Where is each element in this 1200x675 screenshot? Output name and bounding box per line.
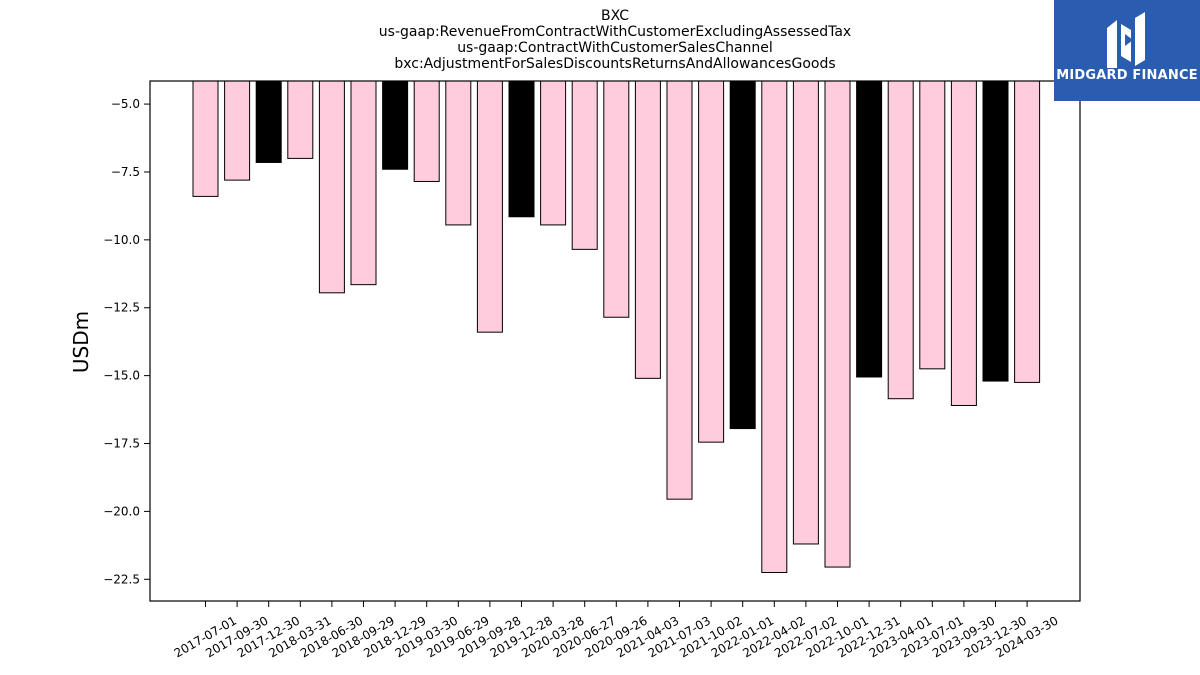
bar xyxy=(508,80,535,218)
chart-title-line: BXC xyxy=(601,8,629,24)
logo-text: MIDGARD FINANCE xyxy=(1056,68,1198,83)
y-tick-label: −10.0 xyxy=(103,233,140,247)
bar xyxy=(382,80,409,170)
chart-title-line: us-gaap:RevenueFromContractWithCustomerE… xyxy=(379,24,851,40)
midgard-finance-logo: MIDGARD FINANCE xyxy=(1054,0,1200,101)
bar xyxy=(445,80,472,226)
y-tick-label: −17.5 xyxy=(103,437,140,451)
midgard-monogram-icon xyxy=(1107,12,1145,68)
bar xyxy=(571,80,598,250)
x-axis-ticks: 2017-07-012017-09-302017-12-302018-03-31… xyxy=(172,601,1061,660)
bar xyxy=(792,80,819,545)
bar xyxy=(634,80,661,379)
bar xyxy=(255,80,282,163)
chart-title: BXC us-gaap:RevenueFromContractWithCusto… xyxy=(379,8,851,72)
bar xyxy=(887,80,914,400)
chart-title-line: bxc:AdjustmentForSalesDiscountsReturnsAn… xyxy=(394,56,835,72)
bar xyxy=(729,80,756,430)
y-tick-label: −5.0 xyxy=(111,97,140,111)
bar xyxy=(476,80,503,333)
bar xyxy=(856,80,883,378)
bar xyxy=(761,80,788,573)
bar xyxy=(413,80,440,182)
chart-title-line: us-gaap:ContractWithCustomerSalesChannel xyxy=(457,40,773,56)
y-tick-label: −20.0 xyxy=(103,504,140,518)
bar xyxy=(982,80,1009,382)
bar xyxy=(824,80,851,568)
y-axis-ticks: −5.0 −7.5 −10.0 −12.5 −15.0 −17.5 −20.0 −22.5 xyxy=(103,97,150,586)
bar xyxy=(350,80,377,286)
bar xyxy=(318,80,345,294)
bar-series xyxy=(192,80,1041,573)
bar xyxy=(192,80,219,197)
bar xyxy=(603,80,630,318)
bar xyxy=(224,80,251,181)
y-tick-label: −7.5 xyxy=(111,165,140,179)
y-tick-label: −12.5 xyxy=(103,301,140,315)
bar xyxy=(919,80,946,370)
bar xyxy=(698,80,725,443)
bar xyxy=(666,80,693,500)
bar xyxy=(287,80,314,159)
y-axis-label: USDm xyxy=(69,311,93,373)
y-tick-label: −22.5 xyxy=(103,572,140,586)
bar xyxy=(950,80,977,406)
bar xyxy=(1014,80,1041,383)
plot-area-frame xyxy=(149,80,1081,602)
bar xyxy=(540,80,567,226)
y-tick-label: −15.0 xyxy=(103,369,140,383)
